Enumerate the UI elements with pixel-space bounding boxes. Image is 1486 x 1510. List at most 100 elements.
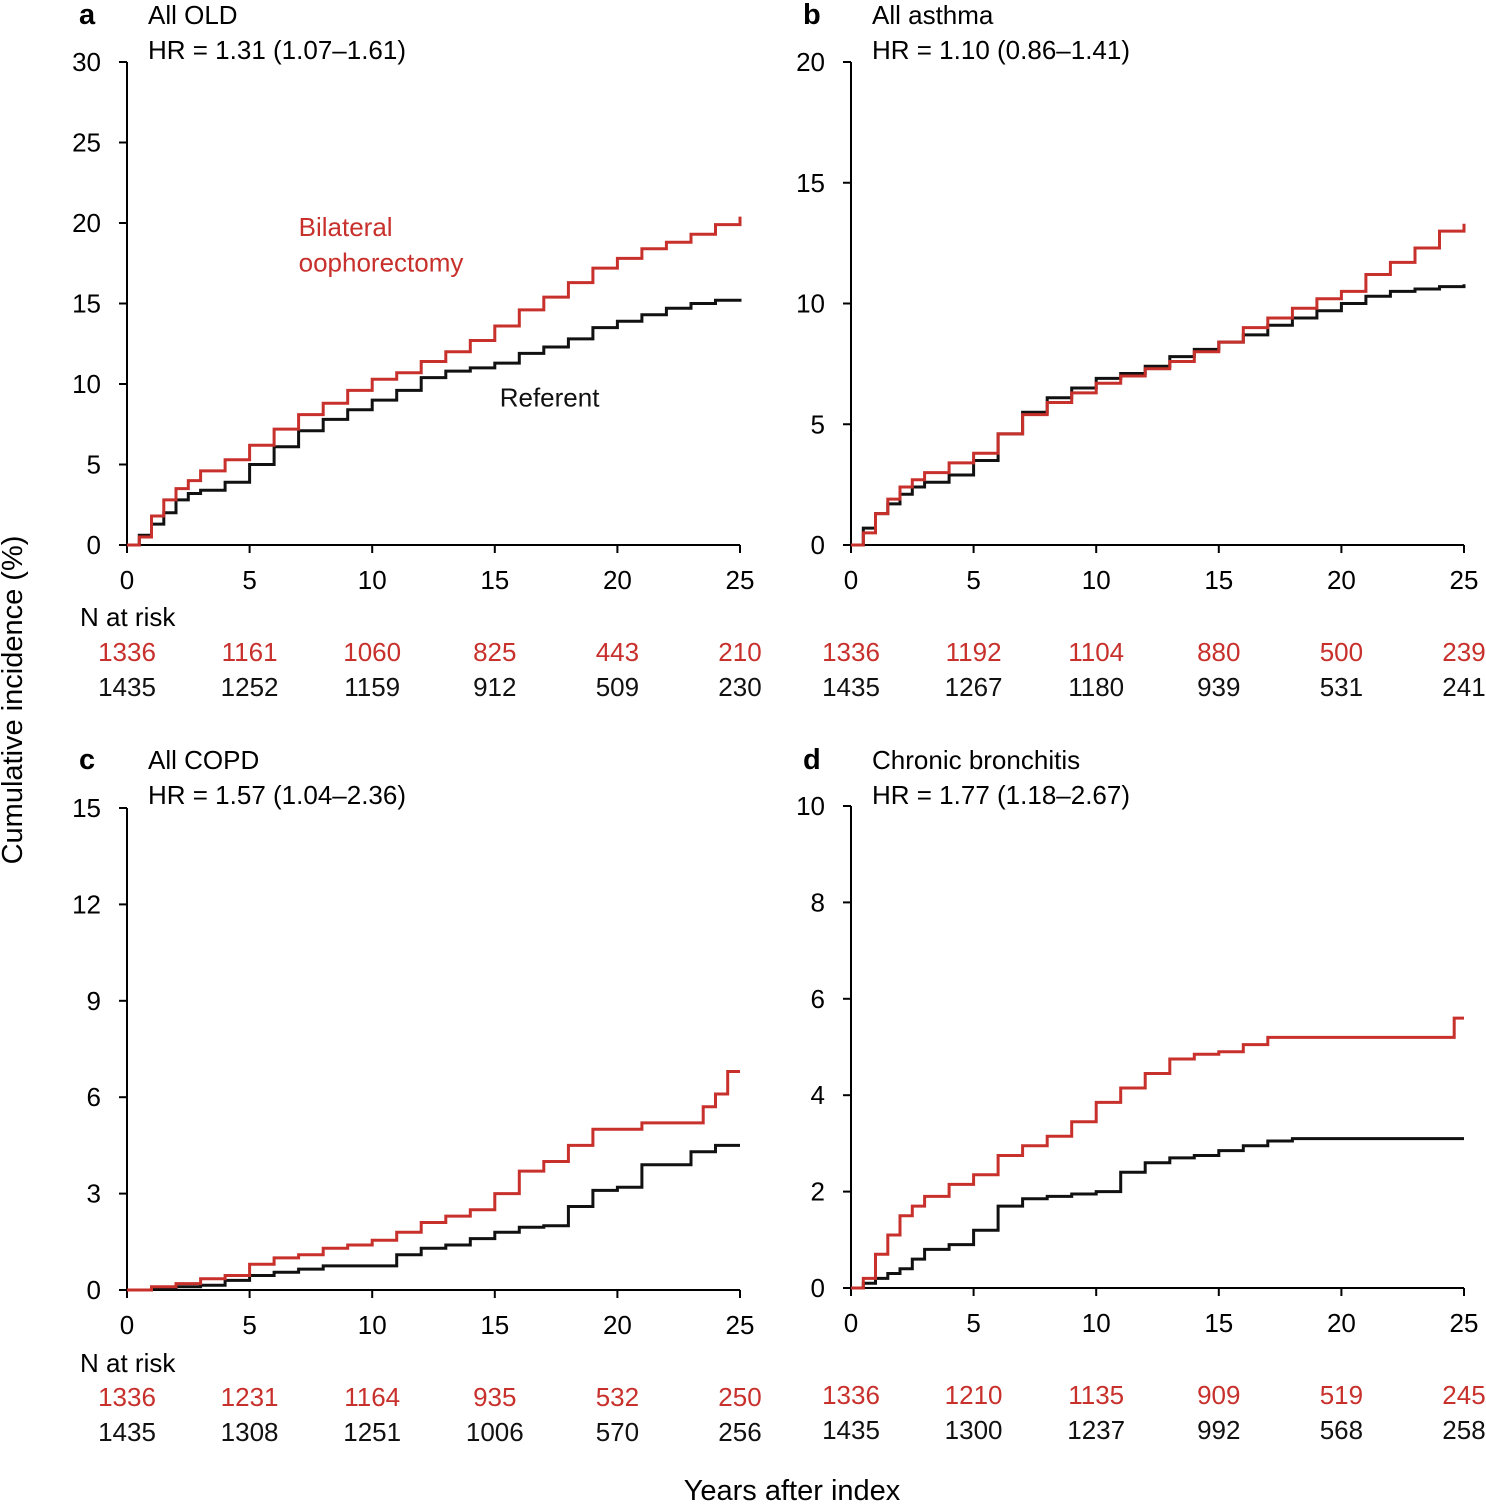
hazard-ratio: HR = 1.10 (0.86–1.41): [872, 35, 1130, 65]
y-tick-label: 10: [72, 369, 101, 399]
series-line-oophorectomy: [851, 223, 1466, 547]
x-tick-label: 10: [358, 565, 387, 595]
y-tick-label: 5: [811, 409, 825, 439]
y-axis-label: Cumulative incidence (%): [0, 536, 29, 865]
panel-title: All COPD: [148, 745, 259, 775]
series-line-referent: [851, 1137, 1464, 1290]
n-at-risk-label: N at risk: [80, 602, 176, 632]
risk-count-oophorectomy: 1060: [343, 637, 401, 667]
risk-count-oophorectomy: 245: [1442, 1380, 1485, 1410]
series-line-oophorectomy: [127, 1070, 740, 1292]
series-line-referent: [851, 284, 1466, 547]
risk-count-oophorectomy: 1336: [822, 1380, 880, 1410]
risk-count-oophorectomy: 1336: [822, 637, 880, 667]
n-at-risk-label: N at risk: [80, 1348, 176, 1378]
x-tick-label: 20: [1327, 1308, 1356, 1338]
panel-title: All asthma: [872, 0, 994, 30]
risk-count-oophorectomy: 909: [1197, 1380, 1240, 1410]
risk-count-referent: 531: [1320, 672, 1363, 702]
risk-count-referent: 1180: [1068, 672, 1124, 702]
risk-count-oophorectomy: 825: [473, 637, 516, 667]
x-tick-label: 15: [480, 1310, 509, 1340]
x-tick-label: 5: [242, 565, 256, 595]
y-tick-label: 25: [72, 128, 101, 158]
risk-count-oophorectomy: 1104: [1068, 637, 1124, 667]
risk-count-referent: 1159: [344, 672, 400, 702]
y-tick-label: 4: [811, 1080, 825, 1110]
risk-count-referent: 1237: [1067, 1415, 1125, 1445]
panel-c: c All COPD HR = 1.57 (1.04–2.36) 0 3 6 9 12 15 0 5…: [72, 744, 762, 1447]
risk-count-referent: 230: [718, 672, 761, 702]
x-axis-label: Years after index: [684, 1475, 901, 1507]
x-tick-label: 10: [358, 1310, 387, 1340]
x-tick-label: 5: [966, 565, 980, 595]
risk-count-oophorectomy: 210: [718, 637, 761, 667]
risk-count-referent: 570: [596, 1417, 639, 1447]
series-line-referent: [127, 1143, 740, 1292]
panel-title: Chronic bronchitis: [872, 745, 1080, 775]
risk-count-oophorectomy: 1336: [98, 1382, 156, 1412]
x-tick-label: 15: [480, 565, 509, 595]
risk-count-referent: 1006: [466, 1417, 524, 1447]
risk-count-referent: 1252: [221, 672, 279, 702]
y-tick-label: 12: [72, 889, 101, 919]
risk-count-oophorectomy: 1161: [222, 637, 278, 667]
risk-count-oophorectomy: 239: [1442, 637, 1485, 667]
risk-count-oophorectomy: 500: [1320, 637, 1363, 667]
risk-count-referent: 256: [718, 1417, 761, 1447]
hazard-ratio: HR = 1.57 (1.04–2.36): [148, 780, 406, 810]
x-tick-label: 10: [1082, 1308, 1111, 1338]
y-tick-label: 9: [87, 986, 101, 1016]
x-tick-label: 15: [1204, 565, 1233, 595]
risk-count-referent: 1300: [945, 1415, 1003, 1445]
risk-count-referent: 992: [1197, 1415, 1240, 1445]
risk-count-oophorectomy: 1336: [98, 637, 156, 667]
risk-count-referent: 912: [473, 672, 516, 702]
annotation-oophorectomy: oophorectomy: [299, 247, 464, 277]
risk-count-referent: 1308: [221, 1417, 279, 1447]
y-tick-label: 30: [72, 47, 101, 77]
risk-count-oophorectomy: 250: [718, 1382, 761, 1412]
annotation-referent: Referent: [500, 383, 600, 413]
risk-count-oophorectomy: 1135: [1068, 1380, 1124, 1410]
x-tick-label: 20: [1327, 565, 1356, 595]
risk-count-oophorectomy: 532: [596, 1382, 639, 1412]
panel-letter: b: [803, 0, 821, 31]
annotation-oophorectomy: Bilateral: [299, 212, 393, 242]
panel-letter: c: [79, 744, 95, 776]
risk-count-referent: 1267: [945, 672, 1003, 702]
y-tick-label: 10: [796, 289, 825, 319]
risk-count-oophorectomy: 935: [473, 1382, 516, 1412]
hazard-ratio: HR = 1.77 (1.18–2.67): [872, 780, 1130, 810]
x-tick-label: 0: [120, 565, 134, 595]
x-tick-label: 25: [726, 565, 755, 595]
risk-count-oophorectomy: 443: [596, 637, 639, 667]
y-tick-label: 0: [811, 1273, 825, 1303]
x-tick-label: 25: [726, 1310, 755, 1340]
risk-count-referent: 1435: [98, 672, 156, 702]
x-tick-label: 0: [844, 565, 858, 595]
panel-letter: a: [79, 0, 96, 31]
series-line-oophorectomy: [851, 1016, 1464, 1290]
risk-count-referent: 509: [596, 672, 639, 702]
hazard-ratio: HR = 1.31 (1.07–1.61): [148, 35, 406, 65]
risk-count-referent: 241: [1442, 672, 1485, 702]
x-tick-label: 10: [1082, 565, 1111, 595]
risk-count-oophorectomy: 519: [1320, 1380, 1363, 1410]
panel-letter: d: [803, 744, 821, 776]
panel-d: d Chronic bronchitis HR = 1.77 (1.18–2.67)…: [796, 744, 1486, 1445]
risk-count-oophorectomy: 1210: [945, 1380, 1003, 1410]
risk-count-referent: 1251: [343, 1417, 401, 1447]
series-line-oophorectomy: [127, 216, 742, 547]
x-tick-label: 0: [120, 1310, 134, 1340]
risk-count-oophorectomy: 880: [1197, 637, 1240, 667]
y-tick-label: 8: [811, 887, 825, 917]
y-tick-label: 6: [811, 984, 825, 1014]
risk-count-referent: 568: [1320, 1415, 1363, 1445]
risk-count-referent: 1435: [822, 1415, 880, 1445]
y-tick-label: 0: [87, 530, 101, 560]
panel-b: b All asthma HR = 1.10 (0.86–1.41) 0 5 10 15 20…: [796, 0, 1486, 702]
y-tick-label: 0: [811, 530, 825, 560]
